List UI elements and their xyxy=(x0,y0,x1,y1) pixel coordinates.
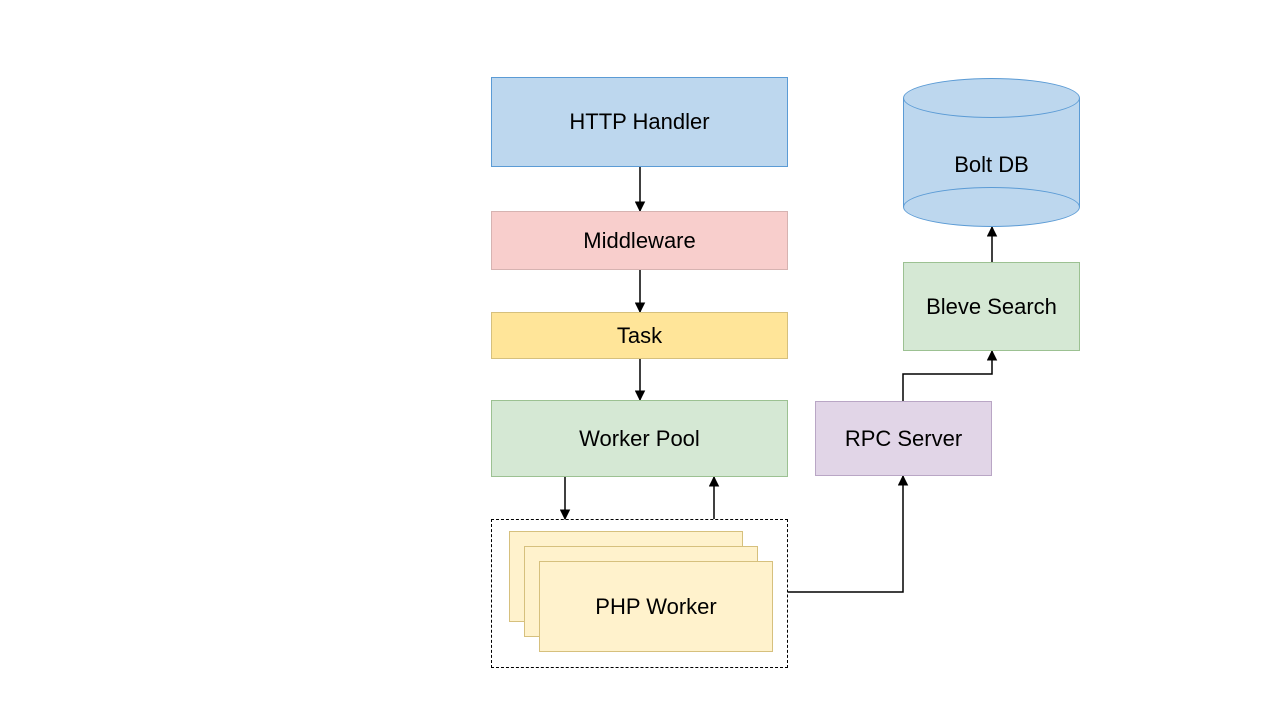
node-php-worker: PHP Worker xyxy=(539,561,773,652)
node-label: Task xyxy=(617,323,662,349)
node-bolt-db: Bolt DB xyxy=(903,78,1080,227)
node-middleware: Middleware xyxy=(491,211,788,270)
node-label: Bleve Search xyxy=(926,294,1057,320)
node-label: Bolt DB xyxy=(954,152,1029,177)
node-label: HTTP Handler xyxy=(569,109,709,135)
node-label: Worker Pool xyxy=(579,426,700,452)
node-task: Task xyxy=(491,312,788,359)
diagram-canvas: HTTP Handler Middleware Task Worker Pool… xyxy=(0,0,1280,720)
node-bleve-search: Bleve Search xyxy=(903,262,1080,351)
node-label: PHP Worker xyxy=(595,594,716,620)
node-label: RPC Server xyxy=(845,426,962,452)
node-worker-pool: Worker Pool xyxy=(491,400,788,477)
node-http-handler: HTTP Handler xyxy=(491,77,788,167)
node-label: Middleware xyxy=(583,228,696,254)
node-rpc-server: RPC Server xyxy=(815,401,992,476)
